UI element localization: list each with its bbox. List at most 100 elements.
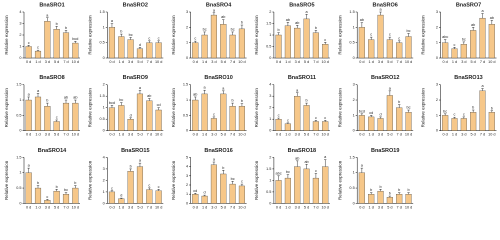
error-bar xyxy=(398,104,401,108)
y-tick-label: 1 xyxy=(269,33,271,37)
y-tick-label: 2 xyxy=(103,83,105,87)
x-tick-label: 7 d xyxy=(230,133,235,137)
error-bar xyxy=(27,45,30,47)
error-bar xyxy=(64,99,68,104)
significance-letter: c xyxy=(454,113,456,117)
error-bar xyxy=(379,116,382,119)
significance-letter: b xyxy=(120,30,122,34)
significance-letter: d xyxy=(139,43,141,47)
error-bar xyxy=(138,90,142,94)
error-bar xyxy=(277,175,280,181)
bar xyxy=(127,119,134,131)
y-tick-label: 2 xyxy=(353,98,355,102)
x-tick-label: 10 d xyxy=(488,133,495,137)
panel-title: BnaSRO8 xyxy=(39,75,64,81)
x-tick-label: 10 d xyxy=(322,133,329,137)
error-bar xyxy=(240,103,244,107)
bar xyxy=(34,96,42,131)
error-bar xyxy=(27,96,30,101)
significance-letter: c xyxy=(213,112,215,116)
error-bar xyxy=(379,189,382,192)
bar xyxy=(284,177,291,204)
error-bar xyxy=(388,36,392,40)
x-tick-label: 3 d xyxy=(295,60,300,64)
y-tick-label: 2 xyxy=(186,25,188,29)
y-tick-label: 1 xyxy=(436,113,438,117)
significance-letter: a xyxy=(204,86,207,90)
significance-letter: c xyxy=(315,169,317,173)
x-tick-label: 1 d xyxy=(369,205,374,209)
x-tick-label: 5 d xyxy=(54,60,59,64)
panel-title: BnaSRO1 xyxy=(39,2,64,8)
y-tick-label: 1 xyxy=(19,98,21,102)
bar xyxy=(136,166,144,204)
x-tick-label: 0 d xyxy=(443,133,448,137)
x-tick-label: 5 d xyxy=(221,133,226,137)
error-bar xyxy=(148,98,151,101)
y-axis-label: Relative expression xyxy=(171,15,176,55)
panel-title: BnaSRO18 xyxy=(288,148,316,154)
significance-letter: cd xyxy=(193,189,197,193)
error-bar xyxy=(231,31,234,35)
significance-letter: c xyxy=(287,118,289,122)
y-axis-label: Relative expression xyxy=(171,88,176,128)
y-tick-label: 0 xyxy=(19,56,21,60)
bar xyxy=(377,14,384,59)
bar xyxy=(108,107,116,131)
y-tick-label: 4 xyxy=(186,165,188,169)
x-tick-label: 0 d xyxy=(26,205,31,209)
bar xyxy=(284,25,291,59)
x-tick-label: 10 d xyxy=(322,205,329,209)
significance-letter: c xyxy=(37,46,39,50)
bar xyxy=(275,34,282,59)
error-bar xyxy=(407,192,410,195)
bar xyxy=(470,30,477,59)
significance-letter: a xyxy=(222,86,225,90)
bar xyxy=(44,200,51,204)
error-bar xyxy=(129,117,132,120)
error-bar xyxy=(305,102,308,106)
y-tick-label: 0.5 xyxy=(100,117,105,121)
bar xyxy=(396,107,403,131)
bar xyxy=(72,102,79,131)
bar xyxy=(396,42,403,59)
bar xyxy=(220,24,227,59)
y-tick-label: 1.5 xyxy=(183,83,188,87)
x-tick-label: 7 d xyxy=(397,205,402,209)
y-tick-label: 2 xyxy=(269,106,271,110)
y-tick-label: 2 xyxy=(436,25,438,29)
bar xyxy=(44,106,51,131)
x-tick-label: 1 d xyxy=(119,205,124,209)
error-bar xyxy=(240,183,244,186)
error-bar xyxy=(360,22,364,28)
bar xyxy=(312,32,319,59)
x-tick-label: 10 d xyxy=(72,205,79,209)
significance-letter: ab xyxy=(147,94,151,98)
bar xyxy=(229,106,236,131)
y-tick-label: 1 xyxy=(19,45,21,49)
x-tick-label: 0 d xyxy=(359,205,364,209)
panel: BnaSRO6 Relative expression 0 0.5 1 1.5 ab 0 d c… xyxy=(337,2,414,64)
x-tick-label: 5 d xyxy=(137,60,142,64)
y-axis-label: Relative expression xyxy=(4,88,9,128)
x-tick-label: 10 d xyxy=(405,133,412,137)
y-tick-label: 3 xyxy=(269,94,271,98)
bar xyxy=(136,48,144,59)
bar xyxy=(210,118,217,131)
y-axis-label: Relative expression xyxy=(4,160,9,200)
bar xyxy=(220,173,227,204)
bar xyxy=(322,121,329,131)
error-bar xyxy=(110,105,114,108)
error-bar xyxy=(360,167,364,173)
x-tick-label: 0 d xyxy=(193,60,198,64)
error-bar xyxy=(453,117,456,119)
error-bar xyxy=(138,162,142,167)
x-tick-label: 7 d xyxy=(63,133,68,137)
bar xyxy=(451,118,458,131)
bar xyxy=(62,102,70,131)
bar xyxy=(303,105,310,131)
error-bar xyxy=(222,170,225,174)
y-tick-label: 1 xyxy=(186,192,188,196)
